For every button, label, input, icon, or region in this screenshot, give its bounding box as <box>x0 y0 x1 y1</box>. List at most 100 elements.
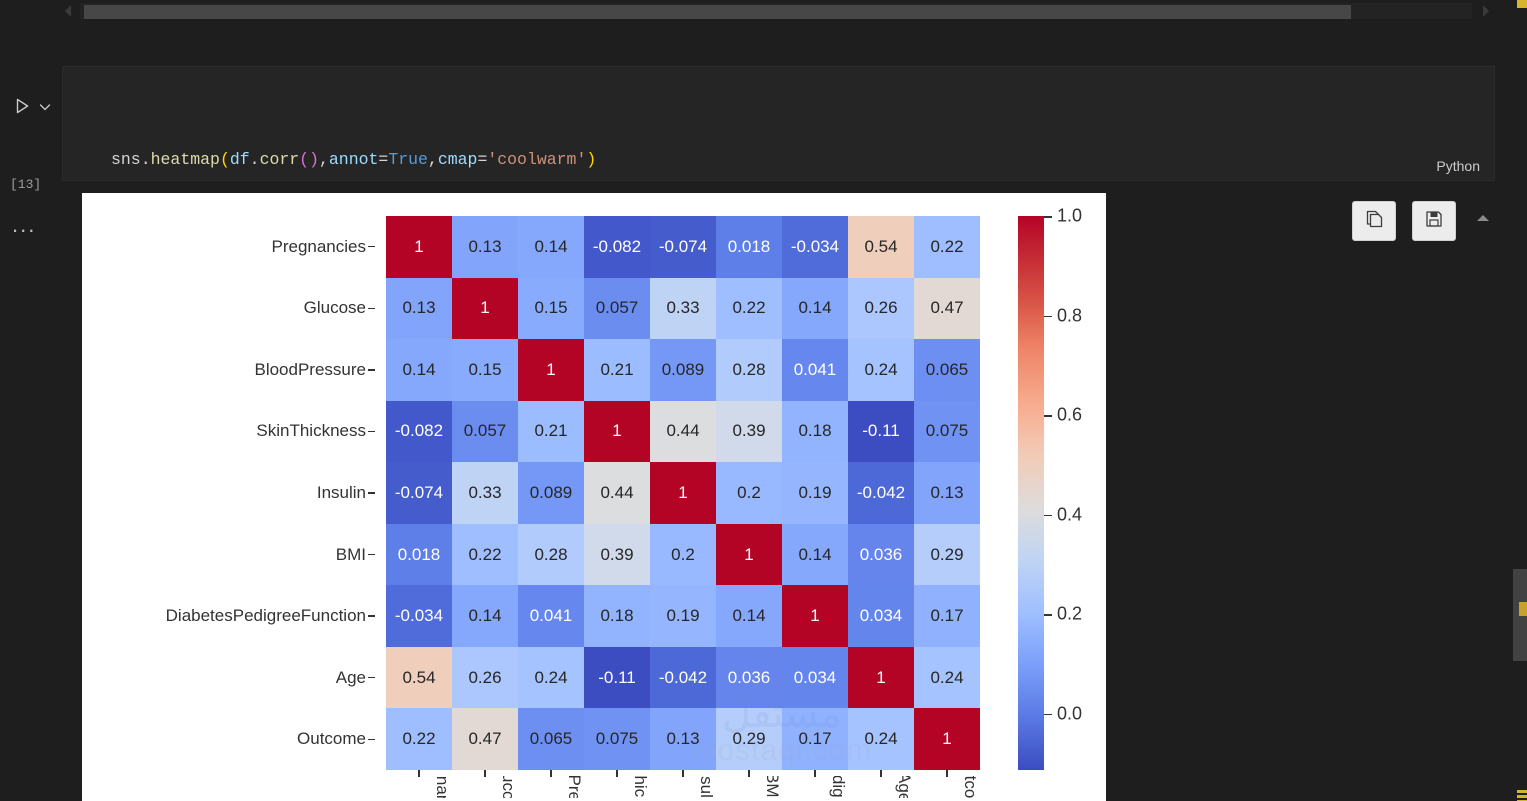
heatmap-cell-value: 0.22 <box>732 298 766 318</box>
heatmap-cell: 1 <box>584 400 650 463</box>
heatmap-cell-value: 0.24 <box>534 667 568 687</box>
heatmap-cell-value: 0.26 <box>468 667 502 687</box>
heatmap-cell-value: 0.33 <box>666 298 700 318</box>
code-token: = <box>477 150 488 169</box>
vertical-scrollbar[interactable] <box>1513 24 1527 801</box>
heatmap-cell-value: 0.14 <box>798 298 832 318</box>
heatmap-cell-value: 0.018 <box>397 544 441 564</box>
execution-count: [13] <box>10 177 42 192</box>
collapse-output-chevron-up-icon[interactable] <box>1472 207 1494 229</box>
heatmap-cell: -0.082 <box>386 400 452 463</box>
heatmap-cell-value: 0.17 <box>930 606 964 626</box>
heatmap-cell: 0.14 <box>782 277 848 340</box>
heatmap-cell-value: 0.089 <box>661 359 705 379</box>
heatmap-cell: 0.24 <box>914 646 980 709</box>
scrollbar-overview-mark-top <box>1517 0 1527 8</box>
y-axis-label-text: Glucose <box>303 298 366 318</box>
heatmap-cell: 0.17 <box>914 585 980 647</box>
heatmap-cell: 0.18 <box>584 585 650 647</box>
y-axis-tick-mark <box>368 369 375 371</box>
y-axis-label-text: Insulin <box>316 483 366 503</box>
y-axis-tick-mark <box>368 307 375 310</box>
heatmap-cell-value: 1 <box>876 667 886 687</box>
copy-output-button[interactable] <box>1352 201 1396 241</box>
scrollbar-overview-marks-bottom <box>1517 790 1527 801</box>
heatmap-cell-value: 0.14 <box>468 606 502 626</box>
heatmap-cell: 0.15 <box>518 277 584 340</box>
heatmap-cell-value: 0.075 <box>925 421 969 441</box>
heatmap-cell-value: 0.39 <box>600 544 634 564</box>
heatmap-cell: 1 <box>914 708 980 770</box>
heatmap-cell-value: 0.18 <box>798 421 832 441</box>
heatmap-cell: 1 <box>386 216 452 278</box>
run-options-chevron-down-icon[interactable] <box>36 98 54 116</box>
heatmap-cell: 0.22 <box>914 216 980 278</box>
heatmap-cell: 0.54 <box>386 646 452 709</box>
colorbar-tick-mark <box>1044 216 1052 218</box>
heatmap-cell: -0.034 <box>386 585 452 647</box>
heatmap-cell-value: 0.22 <box>930 236 964 256</box>
y-axis-label-text: Age <box>335 667 366 687</box>
run-cell-button[interactable] <box>10 94 34 118</box>
heatmap-cell-value: 0.14 <box>798 544 832 564</box>
code-token: ) <box>586 150 597 169</box>
scroll-left-arrow-icon[interactable] <box>60 2 76 20</box>
cell-more-actions-button[interactable]: ... <box>12 212 37 237</box>
cell-language-label[interactable]: Python <box>1436 158 1480 174</box>
code-cell[interactable]: sns.heatmap(df.corr(),annot=True,cmap='c… <box>62 66 1495 259</box>
x-axis-tick-glyph <box>682 770 684 777</box>
heatmap-cell: 0.22 <box>452 523 518 586</box>
y-axis-tick-mark <box>368 738 375 740</box>
heatmap-cell: 0.065 <box>518 708 584 770</box>
heatmap-cell: -0.11 <box>848 400 914 463</box>
x-axis-tick-glyph <box>814 770 816 777</box>
heatmap-cell: 0.018 <box>386 523 452 586</box>
x-axis-label: BMI <box>763 776 782 798</box>
heatmap-cell-value: 1 <box>414 236 424 256</box>
heatmap-cell: 0.089 <box>518 462 584 524</box>
x-axis-tick-labels: PregnanciesGlucoseBloodPressureSkinThick… <box>386 776 980 801</box>
horizontal-scrollbar[interactable] <box>0 0 1527 24</box>
code-token: = <box>378 150 389 169</box>
heatmap-cell: 0.39 <box>584 523 650 586</box>
x-axis-label: BloodPressure <box>518 776 584 798</box>
x-axis-tick-mark <box>518 770 584 777</box>
x-axis-tick-mark <box>650 770 716 777</box>
y-axis-tick-labels: Pregnancies Glucose BloodPressure SkinThick… <box>82 216 378 770</box>
y-axis-label-text: Pregnancies <box>271 236 366 256</box>
heatmap-cell: 0.14 <box>518 216 584 278</box>
y-axis-label: Pregnancies <box>82 216 378 278</box>
output-toolbar <box>1352 201 1527 243</box>
colorbar-tick-mark <box>1044 614 1052 616</box>
x-axis-label: Outcome <box>914 776 980 798</box>
y-axis-tick-mark <box>368 492 375 494</box>
x-axis-tick-glyph <box>550 770 552 777</box>
y-axis-tick-mark <box>368 430 375 433</box>
heatmap-cell: 0.036 <box>716 646 782 709</box>
horizontal-scrollbar-thumb[interactable] <box>84 5 1351 19</box>
heatmap-cell: 0.28 <box>716 339 782 401</box>
heatmap-cell: 0.47 <box>914 277 980 340</box>
heatmap-cell: 1 <box>518 339 584 401</box>
heatmap-cell: 0.44 <box>584 462 650 524</box>
code-token: , <box>427 150 438 169</box>
colorbar-tick-label: 0.8 <box>1057 305 1083 326</box>
y-axis-tick-mark <box>368 246 375 248</box>
heatmap-cell-value: 0.13 <box>666 729 700 749</box>
save-output-button[interactable] <box>1412 201 1456 241</box>
colorbar-tick-mark <box>1044 415 1052 417</box>
heatmap-cell: -0.082 <box>584 216 650 278</box>
heatmap-cell: 0.075 <box>584 708 650 770</box>
heatmap-cell: 0.24 <box>848 339 914 401</box>
heatmap-cell: -0.074 <box>386 462 452 524</box>
heatmap-cell: 0.14 <box>386 339 452 401</box>
heatmap-cell-value: 0.089 <box>529 482 573 502</box>
colorbar-tick-label: 1.0 <box>1057 205 1083 226</box>
code-token: annot <box>328 150 379 169</box>
scroll-right-arrow-icon[interactable] <box>1478 2 1494 20</box>
heatmap-cell: 0.19 <box>782 462 848 524</box>
heatmap-cell-value: 0.2 <box>671 544 695 564</box>
x-axis-tick-glyph <box>616 770 618 777</box>
heatmap-cell: 0.24 <box>518 646 584 709</box>
heatmap-cell: 0.057 <box>452 400 518 463</box>
